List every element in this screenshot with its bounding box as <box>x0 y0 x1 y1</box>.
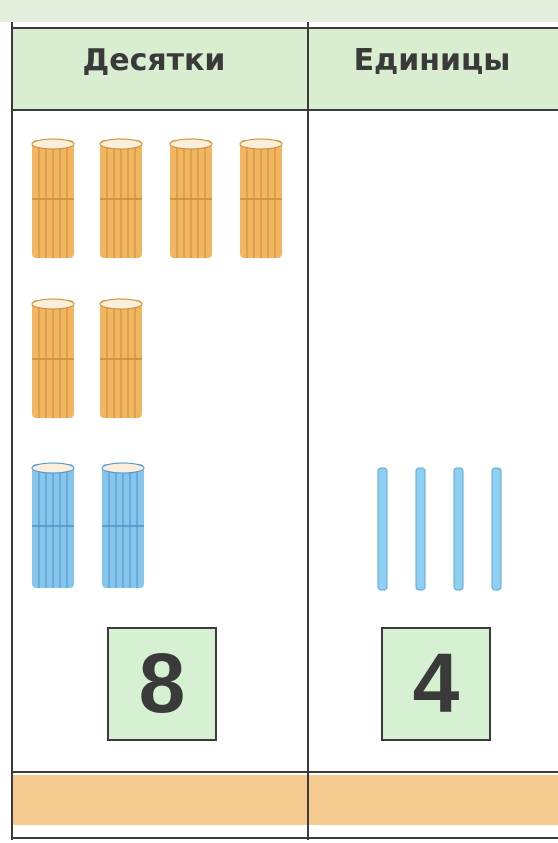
stick-bundle <box>99 138 143 258</box>
stick-bundle <box>101 462 145 588</box>
header-units: Единицы <box>354 43 511 78</box>
bundle-top <box>101 462 145 474</box>
top-strip <box>0 0 558 22</box>
single-stick <box>491 467 502 591</box>
single-stick <box>415 467 426 591</box>
digit-box <box>381 627 491 741</box>
stick-bundle <box>31 462 75 588</box>
bundle-top <box>31 298 75 310</box>
stick-bundle <box>31 298 75 418</box>
bundle-top <box>239 138 283 150</box>
bundle-top <box>99 298 143 310</box>
stick-bundle <box>169 138 213 258</box>
bundle-top <box>99 138 143 150</box>
bundle-top <box>169 138 213 150</box>
single-stick <box>453 467 464 591</box>
bundle-top <box>31 462 75 474</box>
stick-bundle <box>239 138 283 258</box>
stick-bundle <box>99 298 143 418</box>
header-tens: Десятки <box>83 43 226 78</box>
illustrations <box>31 138 502 591</box>
table-lines <box>11 22 558 840</box>
bundle-top <box>31 138 75 150</box>
footer-strip <box>12 775 558 825</box>
tens-digit: 8 <box>139 636 186 730</box>
single-stick <box>377 467 388 591</box>
digit-box <box>107 627 217 741</box>
units-digit: 4 <box>413 636 460 730</box>
stick-bundle <box>31 138 75 258</box>
header-row <box>12 28 558 110</box>
